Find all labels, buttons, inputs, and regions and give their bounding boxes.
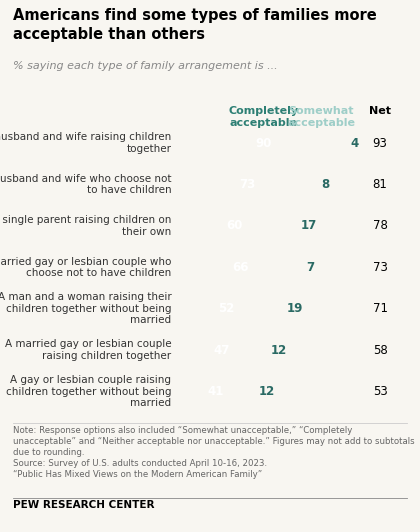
Text: A husband and wife who choose not
to have children: A husband and wife who choose not to hav… <box>0 173 171 195</box>
Text: A gay or lesbian couple raising
children together without being
married: A gay or lesbian couple raising children… <box>6 375 171 408</box>
Text: A husband and wife raising children
together: A husband and wife raising children toge… <box>0 132 171 154</box>
Text: 71: 71 <box>373 302 388 315</box>
Text: 53: 53 <box>373 385 388 398</box>
Text: A married gay or lesbian couple
raising children together: A married gay or lesbian couple raising … <box>5 339 171 361</box>
Text: 78: 78 <box>373 219 388 232</box>
Text: 4: 4 <box>350 137 358 149</box>
Text: A married gay or lesbian couple who
choose not to have children: A married gay or lesbian couple who choo… <box>0 256 171 278</box>
Text: 60: 60 <box>226 219 242 232</box>
Text: 12: 12 <box>270 344 287 356</box>
Text: A single parent raising children on
their own: A single parent raising children on thei… <box>0 215 171 237</box>
Text: PEW RESEARCH CENTER: PEW RESEARCH CENTER <box>13 500 154 510</box>
Text: 58: 58 <box>373 344 388 356</box>
Text: 66: 66 <box>232 261 248 274</box>
Text: 12: 12 <box>259 385 276 398</box>
Text: Americans find some types of families more
acceptable than others: Americans find some types of families mo… <box>13 8 376 41</box>
Text: 73: 73 <box>239 178 255 191</box>
Text: 52: 52 <box>218 302 235 315</box>
Text: 47: 47 <box>214 344 230 356</box>
Text: % saying each type of family arrangement is ...: % saying each type of family arrangement… <box>13 61 277 71</box>
Text: 8: 8 <box>321 178 329 191</box>
Text: Somewhat
acceptable: Somewhat acceptable <box>287 106 355 128</box>
Text: 73: 73 <box>373 261 388 274</box>
Text: 81: 81 <box>373 178 388 191</box>
Text: 7: 7 <box>307 261 315 274</box>
Text: Completely
acceptable: Completely acceptable <box>228 106 298 128</box>
Text: 19: 19 <box>287 302 303 315</box>
Text: 93: 93 <box>373 137 388 149</box>
Text: A man and a woman raising their
children together without being
married: A man and a woman raising their children… <box>0 292 171 326</box>
Text: 17: 17 <box>301 219 317 232</box>
Text: Net: Net <box>369 106 391 117</box>
Text: 41: 41 <box>208 385 224 398</box>
Text: Note: Response options also included “Somewhat unacceptable,” “Completely
unacce: Note: Response options also included “So… <box>13 426 414 479</box>
Text: 90: 90 <box>255 137 271 149</box>
